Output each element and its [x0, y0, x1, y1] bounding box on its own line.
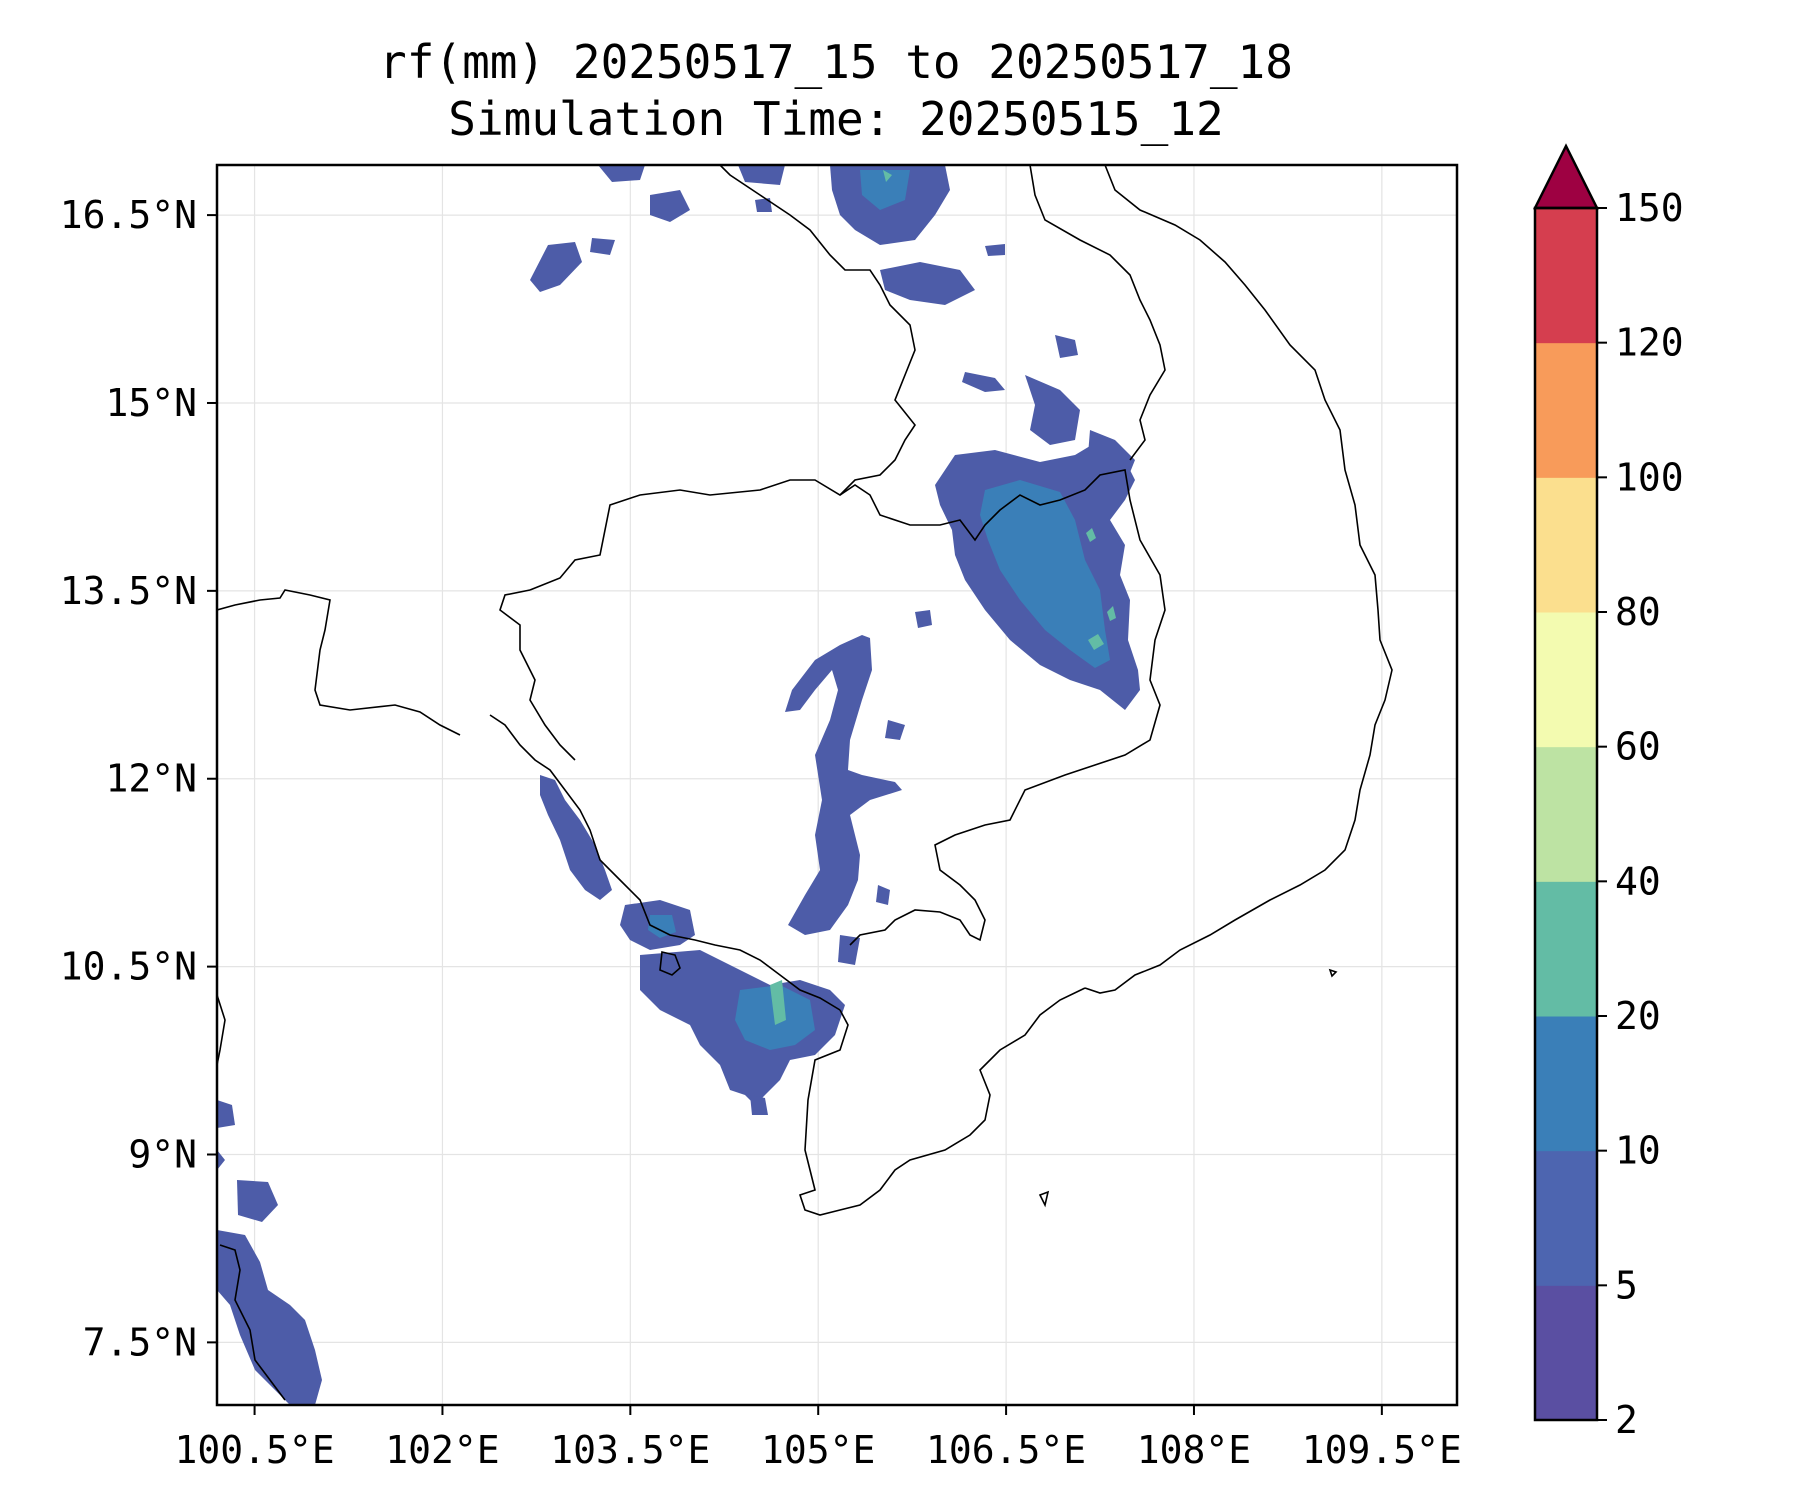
border-laos-vietnam — [1029, 165, 1166, 461]
map-tick-labels: 100.5°E 102°E 103.5°E 105°E 106.5°E 108°E 109.… — [60, 193, 1462, 1472]
lon-tick-label: 106.5°E — [926, 1428, 1086, 1472]
rain-patch-9 — [838, 935, 860, 965]
colorbar-tick-label: 40 — [1615, 859, 1661, 903]
colorbar-tick-label: 20 — [1615, 994, 1661, 1038]
rain-patch-1 — [1025, 375, 1080, 445]
lon-tick-label: 108°E — [1137, 1428, 1251, 1472]
colorbar-tick-label: 80 — [1615, 590, 1661, 634]
rain-patch-north-1 — [598, 165, 645, 182]
coastline-vietnam-east — [1084, 165, 1393, 994]
colorbar-tick-label: 5 — [1615, 1263, 1638, 1307]
lat-tick-label: 15°N — [105, 381, 197, 425]
rain-patch-north-4 — [650, 190, 690, 222]
rain-patch-north-7 — [985, 244, 1005, 256]
coastline-peninsula — [219, 1244, 286, 1401]
rain-patch-peninsula-2 — [237, 1180, 278, 1222]
rain-patch-north-5 — [530, 242, 582, 292]
colorbar-tick-label: 10 — [1615, 1129, 1661, 1173]
rain-patch-north-6 — [590, 238, 615, 255]
map-tick-marks — [207, 214, 1383, 1415]
lat-tick-label: 12°N — [105, 757, 197, 801]
rain-patch-peninsula-4 — [217, 1150, 225, 1170]
rain-patch-4 — [962, 372, 1005, 392]
rain-patch-north-8 — [755, 198, 772, 212]
border-cambodia — [529, 469, 1166, 946]
rain-band-southwest-coast — [540, 775, 612, 900]
coastline-mekong-delta — [798, 987, 1086, 1216]
rain-area-north-core — [860, 170, 910, 210]
coastline-gulf-of-thailand — [489, 714, 841, 1011]
map-frame — [215, 163, 1459, 1407]
lon-tick-label: 105°E — [761, 1428, 875, 1472]
rain-patch-7 — [876, 885, 890, 905]
colorbar-segment — [1535, 1016, 1597, 1152]
island-con-dao — [1038, 1190, 1050, 1208]
rain-spot-20mm-d — [770, 980, 786, 1025]
border-cambodia-thailand — [499, 589, 576, 761]
coastline-thailand-west — [217, 994, 226, 1066]
map-panel: 100.5°E 102°E 103.5°E 105°E 106.5°E 108°E 109.… — [60, 163, 1462, 1472]
rain-patch-north-3 — [880, 262, 975, 305]
colorbar-segment — [1535, 1285, 1597, 1421]
lat-tick-label: 7.5°N — [83, 1320, 197, 1364]
lat-tick-label: 16.5°N — [60, 193, 197, 237]
colorbar-tick-label: 2 — [1615, 1398, 1638, 1442]
rain-band-central-cambodia — [785, 635, 902, 935]
island-phu-quoc — [659, 951, 681, 976]
rain-patch-peninsula-3 — [217, 1100, 235, 1128]
border-thailand-west — [217, 589, 461, 736]
lon-tick-label: 109.5°E — [1302, 1428, 1462, 1472]
rain-spot-20mm-b — [1086, 528, 1096, 542]
lat-tick-label: 13.5°N — [60, 569, 197, 613]
rain-patch-north-2 — [738, 165, 785, 185]
lat-tick-label: 9°N — [128, 1132, 197, 1176]
colorbar-frame — [1533, 206, 1599, 1422]
border-laos-thailand — [719, 165, 916, 496]
colorbar-extend-triangle — [1532, 143, 1600, 210]
colorbar-segment — [1535, 342, 1597, 478]
rain-patch-8 — [750, 1095, 768, 1115]
rain-patch-5 — [915, 610, 932, 628]
coastlines-and-borders — [217, 165, 1393, 1401]
rain-patch-6 — [885, 720, 905, 740]
rain-spot-20mm-c — [1107, 606, 1116, 621]
colorbar-tick-label: 120 — [1615, 321, 1684, 365]
rain-spot-20mm-a — [1088, 634, 1104, 650]
rain-patch-2 — [1088, 430, 1135, 485]
colorbar-segment — [1535, 881, 1597, 1017]
lon-tick-label: 102°E — [385, 1428, 499, 1472]
colorbar: 2 5 10 20 40 60 80 100 120 150 — [1532, 143, 1684, 1442]
rain-patch-3 — [1055, 335, 1078, 358]
title-line-2: Simulation Time: 20250515_12 — [448, 92, 1223, 146]
rain-spot-20mm-e — [883, 170, 892, 182]
colorbar-segment — [1535, 477, 1597, 613]
colorbar-ticks: 2 5 10 20 40 60 80 100 120 150 — [1597, 186, 1684, 1442]
colorbar-segment — [1535, 746, 1597, 882]
rain-area-northeast-cambodia-core — [980, 480, 1110, 668]
colorbar-segment — [1535, 208, 1597, 344]
lat-tick-label: 10.5°N — [60, 945, 197, 989]
colorbar-segments — [1535, 208, 1597, 1421]
lon-tick-label: 103.5°E — [550, 1428, 710, 1472]
colorbar-segment — [1535, 612, 1597, 748]
coastline-vietnam-east-detail — [1328, 968, 1338, 978]
colorbar-tick-label: 60 — [1615, 725, 1661, 769]
rain-area-peninsula — [217, 1230, 322, 1405]
lon-tick-label: 100.5°E — [174, 1428, 334, 1472]
colorbar-tick-label: 100 — [1615, 455, 1684, 499]
colorbar-tick-label: 150 — [1615, 186, 1684, 230]
rain-patch-kampot-core — [648, 915, 676, 938]
colorbar-segment — [1535, 1150, 1597, 1286]
rainfall-contours — [217, 165, 1140, 1405]
title-line-1: rf(mm) 20250517_15 to 20250517_18 — [379, 35, 1293, 89]
